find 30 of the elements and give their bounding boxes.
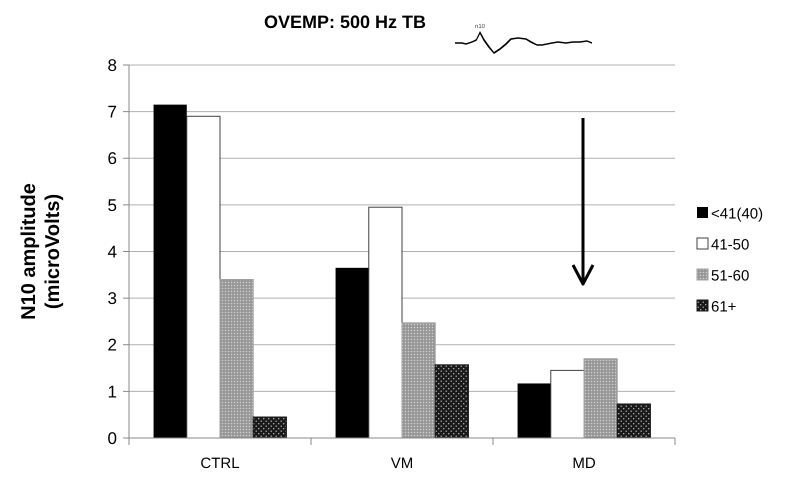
x-tick-label: CTRL (200, 455, 240, 472)
bar (252, 416, 287, 438)
bar (220, 278, 254, 438)
bar (616, 403, 651, 438)
y-tick-label: 6 (108, 149, 117, 168)
bar (518, 383, 551, 438)
x-tick-label: VM (390, 455, 414, 472)
bar (584, 358, 618, 438)
y-tick-label: 2 (108, 336, 117, 355)
y-tick-label: 5 (108, 196, 117, 215)
x-tick-label: MD (572, 455, 596, 472)
legend-label: 51-60 (711, 267, 750, 284)
y-tick-label: 1 (108, 382, 117, 402)
bar (402, 322, 436, 438)
y-tick-label: 0 (108, 428, 117, 448)
bar (336, 268, 369, 438)
legend-label: 41-50 (711, 236, 750, 254)
y-axis-title: N10 amplitude (microVolts) (18, 183, 64, 320)
bar (186, 116, 220, 438)
bar (154, 104, 187, 438)
chart-title: OVEMP: 500 Hz TB (264, 12, 426, 32)
y-tick-label: 3 (108, 289, 117, 308)
y-tick-label: 8 (108, 56, 117, 75)
bar (550, 370, 584, 438)
bar (434, 364, 469, 438)
bar (368, 206, 402, 438)
y-tick-label: 7 (108, 102, 117, 122)
y-tick-label: 4 (108, 242, 117, 262)
legend-label: <41(40) (711, 205, 764, 222)
legend-label: 61+ (711, 298, 737, 316)
